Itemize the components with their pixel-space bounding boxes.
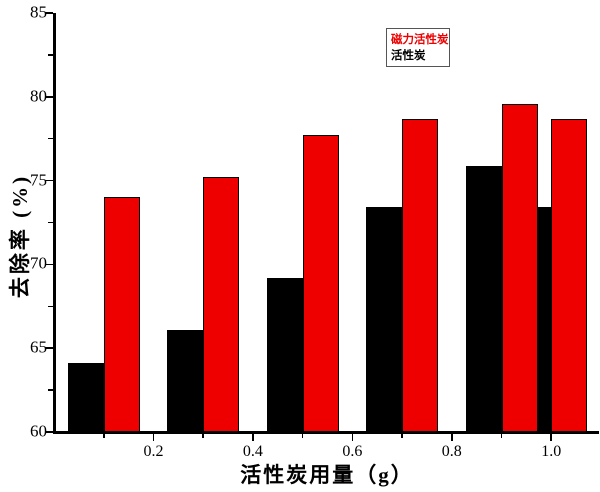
y-major-tick [45,179,53,182]
y-minor-tick [48,305,53,308]
bar-magnetic-activated-carbon [551,118,588,432]
x-tick-label: 0.6 [342,443,363,460]
bar-magnetic-activated-carbon [103,197,140,432]
y-axis [53,13,56,434]
x-major-tick [252,433,254,441]
y-minor-tick [48,54,53,56]
x-tick-label: 1.0 [541,443,562,460]
y-minor-tick [48,137,53,140]
x-major-tick [152,433,155,441]
bar-activated-carbon [465,165,502,432]
y-major-tick [45,347,53,350]
y-axis-title: 去除率 (%) [8,173,32,299]
x-minor-tick [301,433,304,438]
y-minor-tick [48,389,53,391]
bar-activated-carbon [167,329,204,432]
legend: 磁力活性炭 活性炭 [386,28,450,67]
bar-magnetic-activated-carbon [203,177,240,432]
x-minor-tick [500,433,503,438]
y-major-tick [45,431,53,433]
legend-item-magnetic-activated-carbon: 磁力活性炭 [391,34,449,46]
bar-magnetic-activated-carbon [402,118,439,432]
x-axis [53,431,599,434]
y-tick-label: 60 [30,421,47,441]
y-major-tick [45,12,53,14]
bar-magnetic-activated-carbon [302,135,339,432]
y-minor-tick [48,221,53,224]
x-tick-label: 0.8 [441,443,462,460]
x-minor-tick [401,433,403,438]
x-tick-label: 0.4 [242,443,263,460]
y-tick-label: 70 [30,253,47,273]
bar-activated-carbon [67,363,104,432]
x-tick-label: 0.2 [143,443,164,460]
y-tick-label: 85 [30,2,47,22]
x-minor-tick [202,433,204,438]
x-major-tick [450,433,453,441]
bar-activated-carbon [266,277,303,432]
y-major-tick [45,263,53,266]
y-major-tick [45,96,53,98]
legend-item-activated-carbon: 活性炭 [391,50,426,62]
y-tick-label: 80 [30,86,47,106]
bar-activated-carbon [366,207,403,432]
y-tick-label: 65 [30,337,47,357]
x-major-tick [550,433,553,441]
y-tick-label: 75 [30,170,47,190]
x-minor-tick [102,433,105,438]
x-axis-title: 活性炭用量（g） [240,463,414,487]
x-major-tick [351,433,354,441]
bar-magnetic-activated-carbon [501,103,538,432]
